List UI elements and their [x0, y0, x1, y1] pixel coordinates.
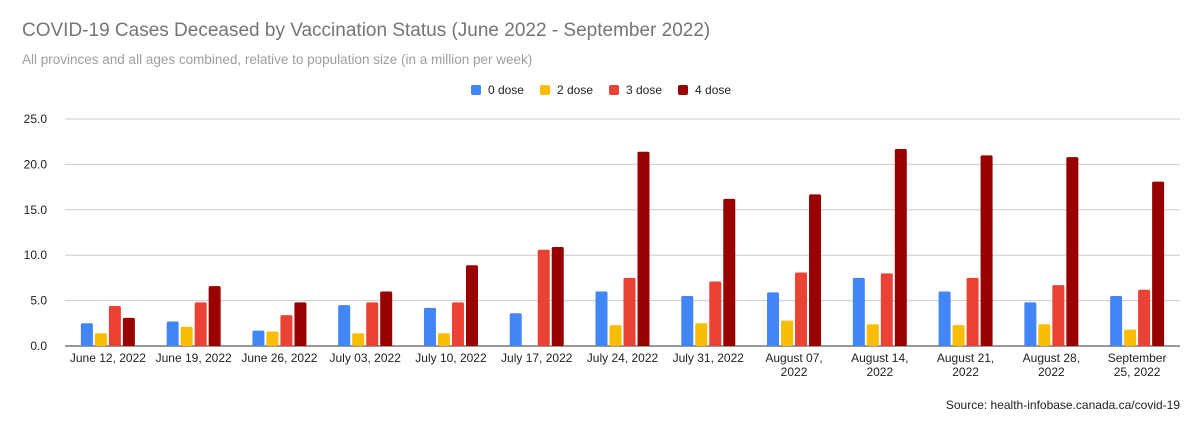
legend-item-2-dose[interactable]: 2 dose — [539, 83, 593, 97]
bar-3-dose — [795, 272, 808, 346]
x-tick-label: June 26, 2022 — [241, 351, 317, 365]
bar-0-dose — [852, 277, 865, 346]
legend-swatch-4-dose — [678, 85, 689, 95]
y-tick-label: 0.0 — [30, 339, 47, 353]
chart-subtitle: All provinces and all ages combined, rel… — [22, 52, 533, 67]
bar-2-dose — [437, 333, 450, 346]
bar-2-dose — [266, 331, 279, 346]
bar-2-dose — [781, 320, 794, 346]
bar-2-dose — [695, 323, 708, 346]
bar-3-dose — [966, 277, 979, 346]
legend-swatch-3-dose — [609, 85, 619, 95]
bar-3-dose — [280, 315, 293, 346]
bar-2-dose — [1038, 324, 1051, 346]
legend-item-3-dose[interactable]: 3 dose — [609, 83, 662, 97]
bar-2-dose — [180, 326, 193, 346]
x-tick-label: August 14, — [851, 351, 908, 365]
chart-title: COVID-19 Cases Deceased by Vaccination S… — [22, 20, 711, 41]
bar-4-dose — [723, 198, 736, 346]
bar-0-dose — [338, 305, 351, 346]
legend-item-4-dose[interactable]: 4 dose — [678, 83, 731, 97]
chart-legend: 0 dose 2 dose 3 dose 4 dose — [0, 83, 1202, 97]
x-tick-label: 25, 2022 — [1114, 365, 1161, 379]
bar-3-dose — [537, 249, 550, 346]
legend-label-4-dose: 4 dose — [695, 83, 732, 97]
bar-0-dose — [1024, 302, 1037, 346]
bar-4-dose — [294, 302, 307, 346]
bar-3-dose — [366, 302, 379, 346]
legend-label-0-dose: 0 dose — [487, 83, 524, 97]
x-tick-label: September — [1108, 351, 1167, 365]
x-tick-label: 2022 — [781, 365, 808, 379]
bar-3-dose — [880, 273, 893, 346]
bar-2-dose — [94, 333, 107, 346]
bar-3-dose — [1052, 285, 1065, 346]
bar-2-dose — [952, 325, 965, 346]
legend-swatch-0-dose — [470, 85, 481, 95]
bar-4-dose — [465, 265, 478, 346]
bar-0-dose — [595, 291, 608, 346]
bar-2-dose — [1124, 329, 1137, 346]
bar-0-dose — [509, 313, 522, 346]
bar-4-dose — [551, 247, 564, 346]
legend-swatch-2-dose — [539, 85, 550, 95]
bar-4-dose — [1066, 157, 1079, 346]
bar-0-dose — [80, 323, 93, 346]
bar-0-dose — [938, 291, 951, 346]
x-tick-label: August 07, — [765, 351, 822, 365]
y-tick-label: 15.0 — [24, 203, 48, 217]
bar-0-dose — [681, 296, 694, 346]
bar-4-dose — [809, 194, 822, 346]
bar-3-dose — [451, 302, 464, 346]
y-tick-label: 20.0 — [24, 157, 48, 171]
bar-4-dose — [122, 317, 135, 346]
bar-4-dose — [208, 286, 221, 346]
bar-3-dose — [108, 306, 121, 346]
bar-2-dose — [866, 324, 879, 346]
bar-0-dose — [767, 292, 780, 346]
bar-0-dose — [1110, 296, 1123, 346]
bar-2-dose — [352, 333, 365, 346]
legend-item-0-dose[interactable]: 0 dose — [470, 83, 524, 97]
x-tick-label: June 19, 2022 — [156, 351, 232, 365]
bar-4-dose — [637, 151, 650, 346]
bar-4-dose — [980, 155, 993, 346]
x-tick-label: August 21, — [937, 351, 994, 365]
x-tick-label: July 31, 2022 — [673, 351, 745, 365]
bar-3-dose — [709, 281, 722, 346]
legend-label-2-dose: 2 dose — [556, 83, 593, 97]
bar-4-dose — [894, 148, 907, 346]
x-tick-label: July 17, 2022 — [501, 351, 573, 365]
bar-0-dose — [252, 330, 265, 346]
source-note: Source: health-infobase.canada.ca/covid-… — [945, 398, 1180, 412]
bar-0-dose — [166, 321, 179, 346]
x-tick-label: July 24, 2022 — [587, 351, 659, 365]
y-tick-label: 10.0 — [24, 248, 48, 262]
x-tick-label: July 10, 2022 — [415, 351, 487, 365]
bar-3-dose — [623, 277, 636, 346]
x-tick-label: August 28, — [1023, 351, 1080, 365]
y-tick-label: 5.0 — [30, 294, 47, 308]
legend-label-3-dose: 3 dose — [626, 83, 663, 97]
x-tick-label: June 12, 2022 — [70, 351, 146, 365]
bar-3-dose — [1138, 289, 1151, 346]
x-tick-label: 2022 — [952, 365, 979, 379]
bar-3-dose — [194, 302, 207, 346]
bar-4-dose — [380, 291, 393, 346]
x-tick-label: 2022 — [1038, 365, 1065, 379]
bar-0-dose — [423, 307, 436, 346]
bar-2-dose — [609, 325, 622, 346]
x-tick-label: 2022 — [866, 365, 893, 379]
bar-4-dose — [1152, 181, 1165, 346]
y-tick-label: 25.0 — [24, 112, 48, 126]
x-tick-label: July 03, 2022 — [329, 351, 401, 365]
